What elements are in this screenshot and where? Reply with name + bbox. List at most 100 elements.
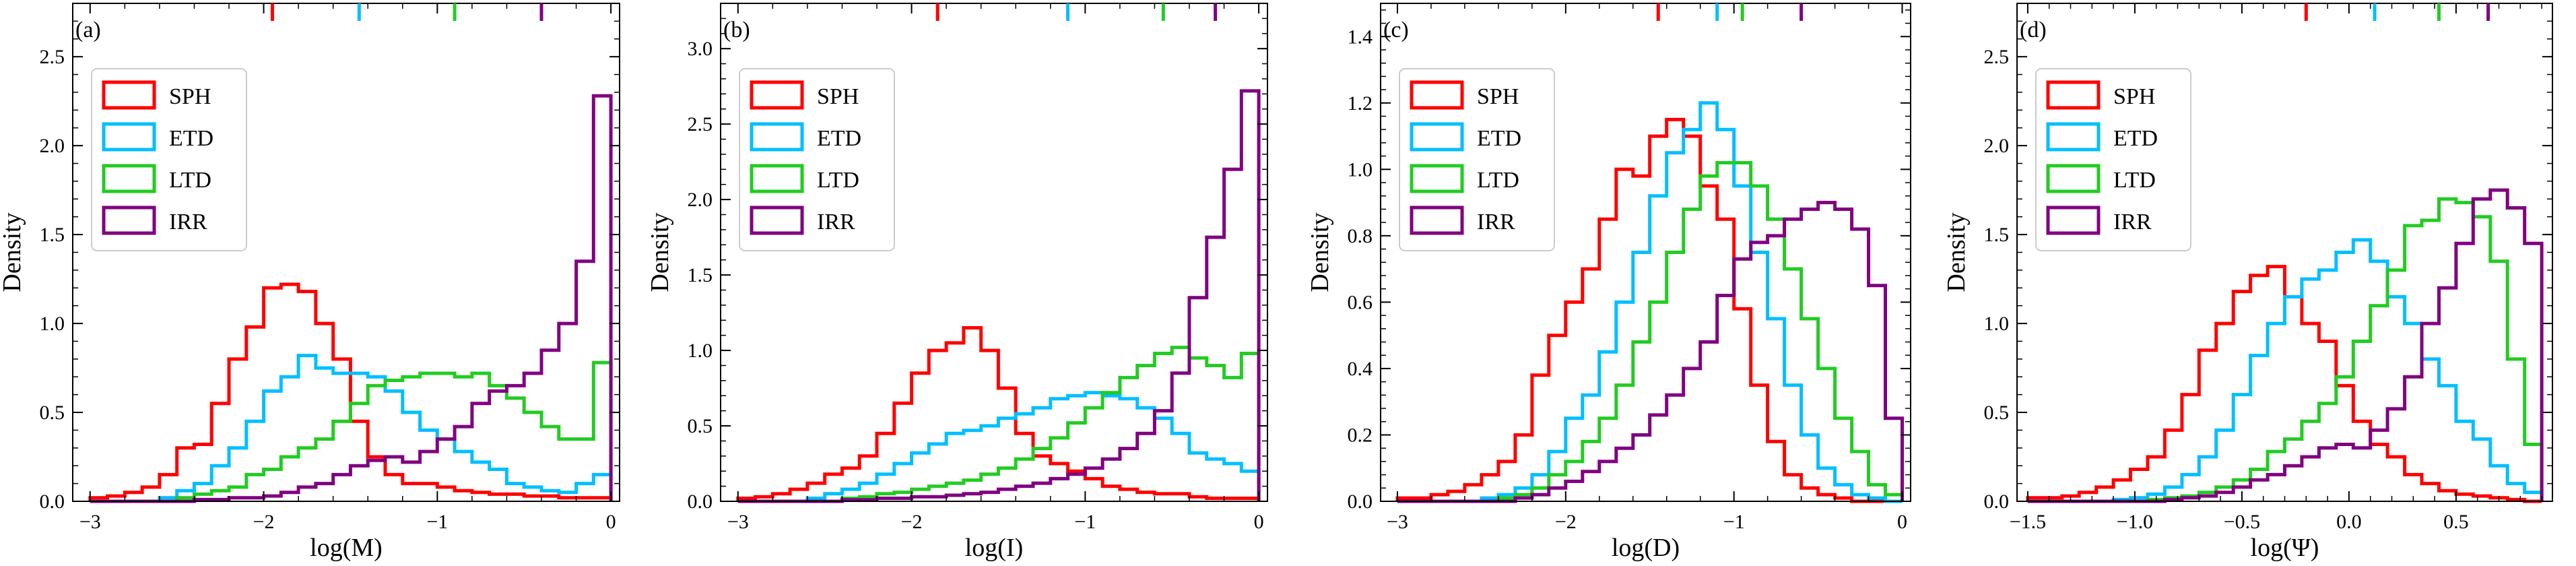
- y-tick-label: 2.5: [688, 113, 713, 135]
- legend-swatch-sph: [750, 80, 804, 110]
- legend-swatch-irr: [1410, 206, 1464, 235]
- y-tick-label: 0.6: [1348, 291, 1373, 313]
- histogram-ltd: [737, 346, 1261, 503]
- legend-label-sph: SPH: [2113, 84, 2155, 109]
- axes-frame: [1380, 3, 1911, 502]
- legend-label-sph: SPH: [1477, 84, 1519, 109]
- panel-c: −3 −2 −1 0 0.0 0.2 0.4 0.6 0.8 1.0 1.2 1.4 (c) log(D)…: [1306, 3, 1911, 562]
- legend-box: [1399, 68, 1555, 251]
- histogram-etd: [2027, 238, 2544, 503]
- y-tick-label: 2.5: [1984, 46, 2010, 68]
- legend-label-etd: ETD: [817, 126, 861, 151]
- x-tick-label: −2: [1555, 511, 1577, 533]
- y-tick-label: 1.5: [1984, 224, 2010, 246]
- legend-swatch-sph: [1410, 80, 1464, 110]
- x-axis-label: log(M): [310, 534, 383, 562]
- histogram-irr: [2027, 188, 2544, 503]
- histogram-irr: [737, 89, 1261, 503]
- y-tick-label: 0.0: [688, 491, 713, 513]
- y-tick-label: 1.5: [40, 224, 65, 246]
- x-tick-label: −1: [1723, 511, 1745, 533]
- x-tick-label: 0: [1897, 511, 1907, 533]
- y-tick-label: 0.5: [40, 402, 65, 424]
- x-tick-label: −2: [253, 511, 275, 533]
- y-tick-label: 1.2: [1348, 92, 1373, 115]
- x-axis-label: log(D): [1612, 534, 1680, 562]
- y-tick-label: 2.5: [40, 46, 65, 68]
- legend-label-etd: ETD: [169, 126, 213, 151]
- y-tick-label: 0.5: [688, 415, 713, 437]
- legend-label-irr: IRR: [1477, 210, 1515, 234]
- x-tick-label: −1: [1074, 511, 1096, 533]
- legend-label-sph: SPH: [817, 84, 859, 109]
- x-tick-label: 0.5: [2443, 511, 2469, 533]
- axes-frame: [720, 3, 1268, 502]
- legend-box: [2035, 68, 2191, 251]
- legend-label-irr: IRR: [817, 210, 855, 234]
- y-tick-label: 1.4: [1348, 26, 1373, 48]
- panel-a: −3 −2 −1 0 0.0 0.5 1.0 1.5 2.0 2.5 (a) log(M) Densit…: [0, 3, 620, 562]
- y-tick-label: 0.5: [1984, 402, 2010, 424]
- y-tick-label: 0.2: [1348, 424, 1373, 446]
- panel-d: −1.5 −1.0 −0.5 0.0 0.5 0.0 0.5 1.0 1.5 2.0 2.5 (d) l…: [1942, 3, 2553, 562]
- y-tick-label: 0.4: [1348, 358, 1373, 380]
- legend-swatch-irr: [750, 206, 804, 235]
- legend-label-etd: ETD: [2113, 126, 2158, 151]
- x-tick-label: −1.5: [2010, 511, 2046, 533]
- legend-swatch-ltd: [102, 164, 156, 193]
- legend-label-etd: ETD: [1477, 126, 1521, 151]
- y-tick-label: 1.5: [688, 264, 713, 286]
- panel-b: −3 −2 −1 0 0.0 0.5 1.0 1.5 2.0 2.5 3.0 (b) log(I) Den…: [646, 3, 1268, 562]
- y-tick-label: 0.0: [1984, 491, 2010, 513]
- x-tick-label: −3: [79, 511, 101, 533]
- legend-label-ltd: LTD: [169, 168, 211, 193]
- histogram-ltd: [90, 360, 613, 503]
- y-tick-label: 0.8: [1348, 225, 1373, 247]
- legend-swatch-sph: [2046, 80, 2101, 110]
- y-tick-label: 2.0: [1984, 135, 2010, 157]
- y-tick-label: 1.0: [688, 340, 713, 362]
- legend-swatch-etd: [750, 122, 804, 152]
- y-axis-label: Density: [0, 212, 26, 292]
- panel-label: (d): [2020, 18, 2047, 42]
- histogram-ltd: [1397, 161, 1904, 503]
- x-tick-label: −2: [901, 511, 923, 533]
- legend-label-irr: IRR: [169, 210, 207, 234]
- legend-box: [739, 68, 895, 251]
- legend-swatch-ltd: [1410, 164, 1464, 193]
- x-tick-label: 0: [1254, 511, 1264, 533]
- y-tick-label: 1.0: [1984, 313, 2010, 335]
- x-tick-label: −3: [1387, 511, 1408, 533]
- y-axis-label: Density: [1306, 212, 1334, 292]
- legend-label-ltd: LTD: [817, 168, 859, 193]
- legend-label-ltd: LTD: [1477, 168, 1519, 193]
- x-tick-label: −3: [727, 511, 749, 533]
- legend-label-irr: IRR: [2113, 210, 2152, 234]
- y-tick-label: 3.0: [688, 38, 713, 60]
- x-tick-label: 0.0: [2336, 511, 2362, 533]
- x-tick-label: 0: [606, 511, 616, 533]
- y-tick-label: 2.0: [688, 189, 713, 211]
- legend-swatch-ltd: [2046, 164, 2101, 193]
- legend-swatch-irr: [102, 206, 156, 235]
- legend-label-ltd: LTD: [2113, 168, 2156, 193]
- histogram-sph: [1395, 117, 1903, 503]
- histogram-irr: [90, 94, 613, 503]
- y-axis-label: Density: [1942, 212, 1971, 292]
- legend-swatch-etd: [102, 122, 156, 152]
- y-tick-label: 0.0: [1348, 491, 1373, 513]
- y-tick-label: 0.0: [40, 491, 65, 513]
- histogram-etd: [737, 391, 1261, 503]
- histogram-sph: [88, 282, 613, 501]
- x-tick-label: −1: [426, 511, 448, 533]
- legend-swatch-etd: [1410, 122, 1464, 152]
- legend-swatch-etd: [2046, 122, 2101, 152]
- y-tick-label: 1.0: [40, 313, 65, 335]
- panel-label: (b): [723, 18, 750, 42]
- x-axis-label: log(Ψ): [2251, 534, 2319, 562]
- panel-label: (c): [1383, 18, 1409, 42]
- y-axis-label: Density: [646, 212, 674, 292]
- legend-swatch-sph: [102, 80, 156, 110]
- y-tick-label: 1.0: [1348, 158, 1373, 181]
